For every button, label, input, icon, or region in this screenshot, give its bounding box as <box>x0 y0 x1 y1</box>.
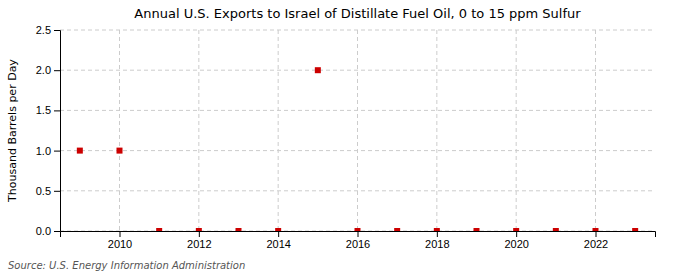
x-axis-tick-mark <box>516 231 517 237</box>
point <box>355 228 361 231</box>
x-axis-tick-label: 2010 <box>108 238 132 250</box>
points <box>77 67 638 231</box>
y-axis-tick-label: 1.0 <box>36 145 51 157</box>
point <box>593 228 599 231</box>
grid-line-x <box>516 30 517 231</box>
y-axis-tick-mark <box>54 191 60 192</box>
point <box>394 228 400 231</box>
y-axis-tick-mark <box>54 30 60 31</box>
x-axis-tick-mark <box>437 231 438 237</box>
x-axis-line <box>61 232 656 238</box>
y-axis-tick-mark <box>54 70 60 71</box>
y-axis-tick-label: 2.5 <box>36 24 51 36</box>
x-axis-tick-mark <box>199 231 200 237</box>
point <box>77 148 83 154</box>
x-axis-tick-label: 2016 <box>346 238 370 250</box>
x-axis: 2010 2012 2014 2016 2018 2020 2022 <box>61 231 656 250</box>
point <box>434 228 440 231</box>
title: Annual U.S. Exports to Israel of Distill… <box>134 6 581 21</box>
point <box>553 228 559 231</box>
x-axis-tick: 2016 <box>346 231 370 250</box>
grid-line-x <box>278 30 279 231</box>
x-axis-tick: 2014 <box>266 231 290 250</box>
y-axis-tick: 0.5 <box>36 185 60 197</box>
point <box>315 67 321 73</box>
x-axis-tick-mark <box>278 231 279 237</box>
y-axis-tick: 2.5 <box>36 24 60 36</box>
point <box>275 228 281 231</box>
y-axis-tick-label: 1.5 <box>36 104 51 116</box>
y-axis-tick-label: 0.0 <box>36 225 51 237</box>
y-axis: 0.0 0.5 1.0 1.5 2.0 2.5 <box>36 24 61 237</box>
y-axis-tick-label: 0.5 <box>36 185 51 197</box>
x-axis-tick-label: 2020 <box>504 238 528 250</box>
x-axis-tick-mark <box>596 231 597 237</box>
x-axis-tick-label: 2018 <box>425 238 449 250</box>
y-axis-tick: 1.0 <box>36 145 60 157</box>
grid <box>60 30 655 231</box>
plot-area: 2010 2012 2014 2016 2018 2020 2022 0.0 0.5 1.0 1.5… <box>36 24 656 250</box>
grid-line-x <box>198 30 199 231</box>
grid-line-x <box>119 30 120 231</box>
chart-svg: 2010 2012 2014 2016 2018 2020 2022 0.0 0.5 1.0 1.5… <box>0 0 675 275</box>
point <box>236 228 242 231</box>
y-axis-tick-mark <box>54 231 60 232</box>
x-axis-tick: 2020 <box>504 231 528 250</box>
point <box>156 228 162 231</box>
point <box>513 228 519 231</box>
y-axis-line <box>54 31 61 232</box>
x-axis-tick-label: 2012 <box>187 238 211 250</box>
x-axis-tick: 2010 <box>108 231 132 250</box>
x-axis-tick-label: 2022 <box>584 238 608 250</box>
grid-line-x <box>595 30 596 231</box>
y-axis-tick: 0.0 <box>36 225 60 237</box>
x-axis-tick: 2012 <box>187 231 211 250</box>
y-axis-tick: 2.0 <box>36 64 60 76</box>
x-axis-tick: 2022 <box>584 231 608 250</box>
y-axis-tick-mark <box>54 110 60 111</box>
x-axis-tick-mark <box>358 231 359 237</box>
chart-container: 2010 2012 2014 2016 2018 2020 2022 0.0 0.5 1.0 1.5… <box>0 0 675 275</box>
x-axis-tick: 2018 <box>425 231 449 250</box>
y-axis-tick: 1.5 <box>36 104 60 116</box>
y-axis-tick-mark <box>54 151 60 152</box>
grid-line-x <box>357 30 358 231</box>
source-note: Source: U.S. Energy Information Administ… <box>8 260 245 271</box>
point <box>196 228 202 231</box>
grid-line-y <box>60 70 655 71</box>
y-axis-title: Thousand Barrels per Day <box>6 59 19 203</box>
x-axis-tick-label: 2014 <box>266 238 290 250</box>
grid-line-x <box>436 30 437 231</box>
point <box>117 148 123 154</box>
point <box>632 228 638 231</box>
x-axis-tick-mark <box>120 231 121 237</box>
point <box>474 228 480 231</box>
y-axis-tick-label: 2.0 <box>36 64 51 76</box>
